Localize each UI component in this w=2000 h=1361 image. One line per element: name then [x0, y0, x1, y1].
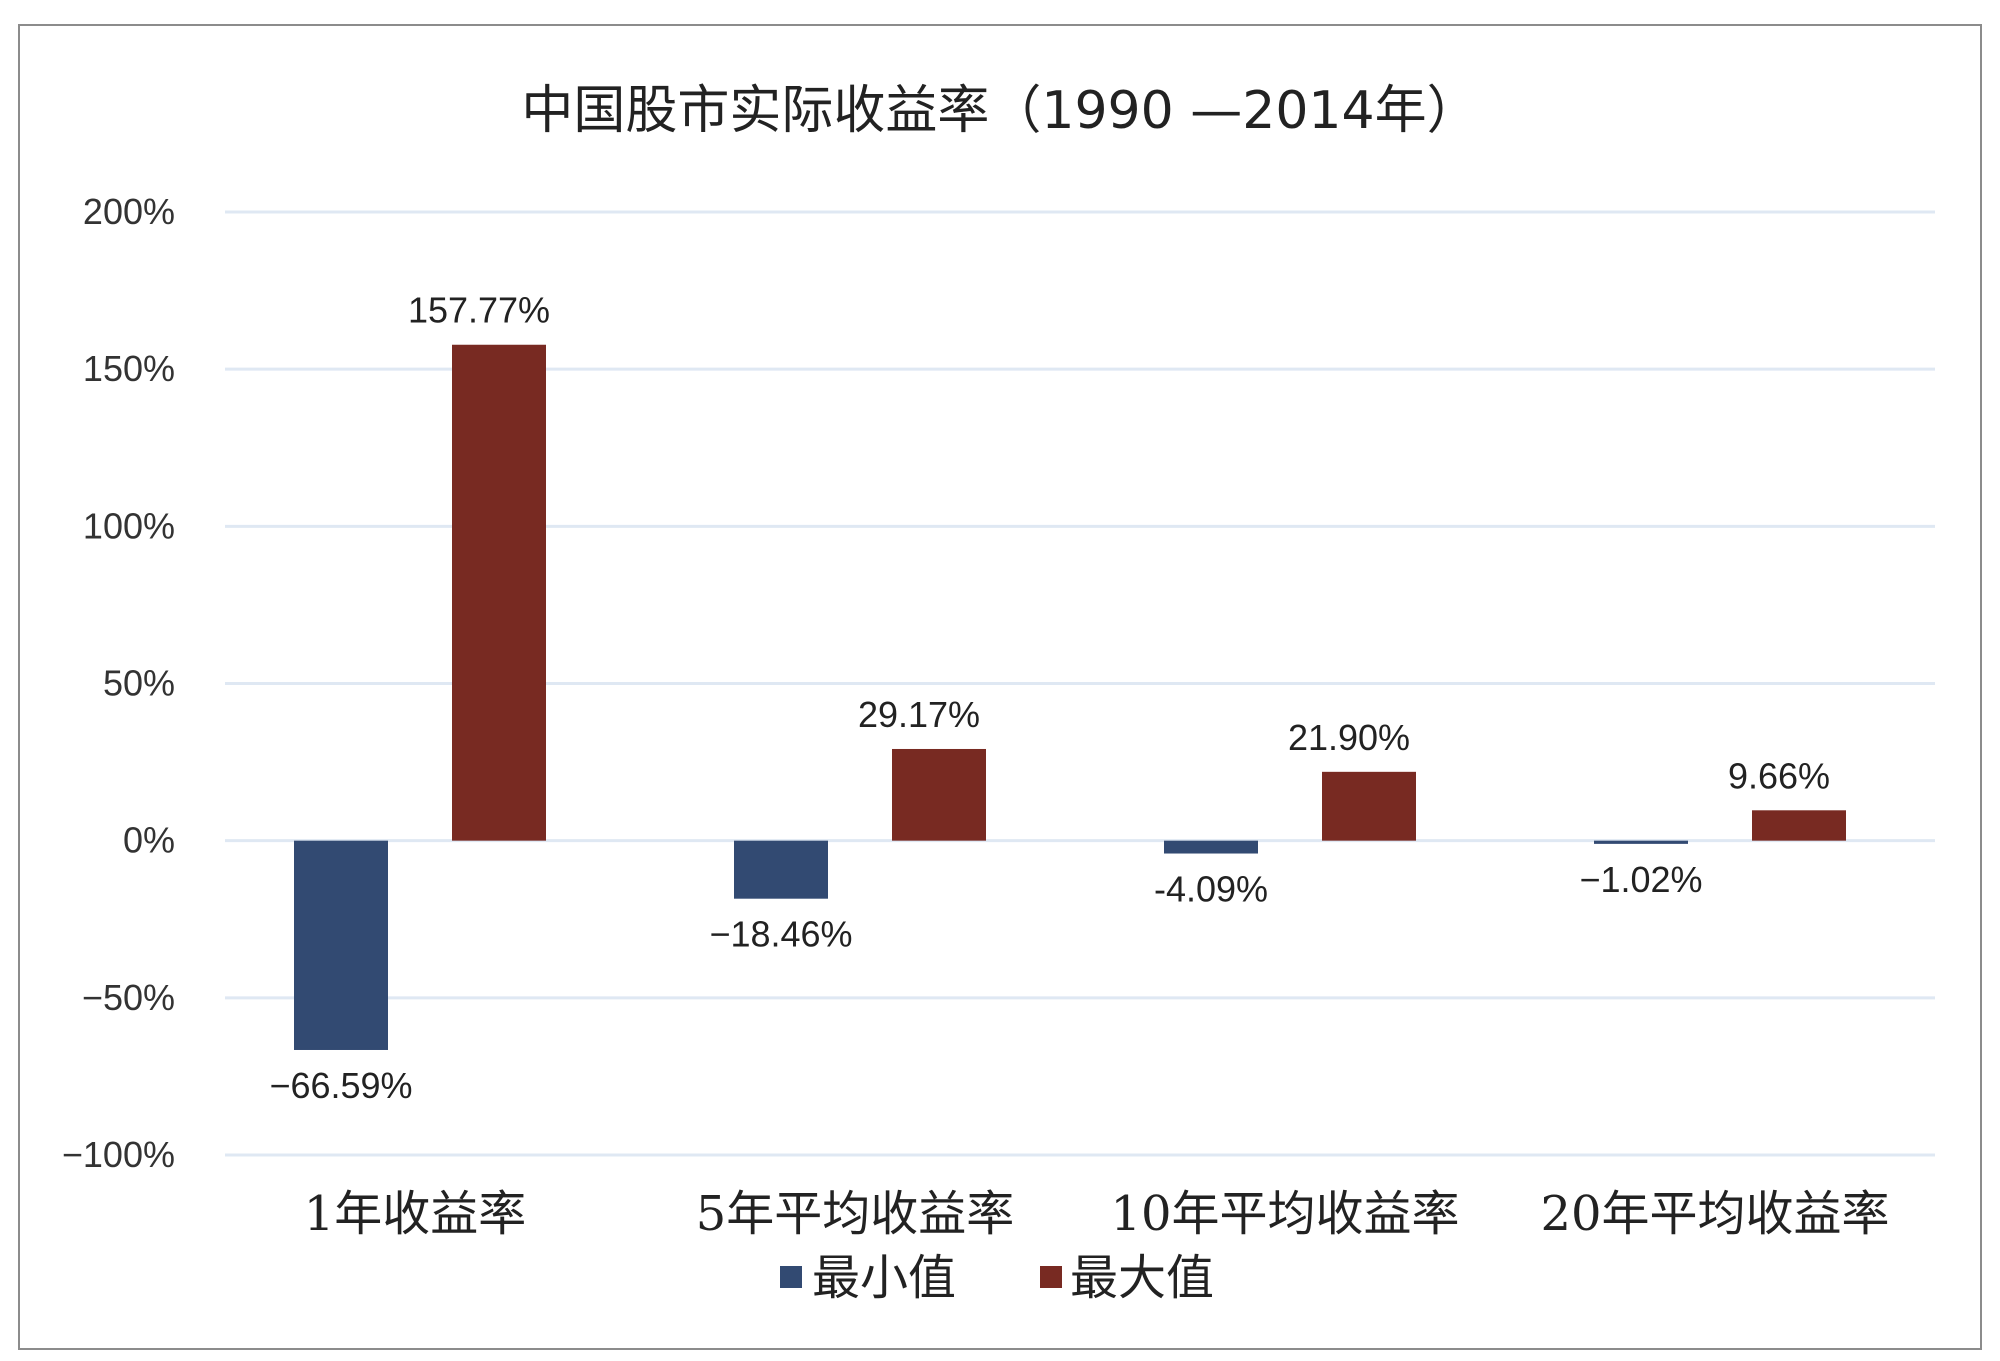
y-tick-label: 100% — [83, 505, 175, 546]
category-label: 10年平均收益率 — [1110, 1186, 1459, 1242]
label-min-1: −66.59% — [269, 1065, 412, 1106]
bar-max-1 — [452, 344, 546, 841]
bar-max-2 — [892, 748, 986, 841]
bar-min-3 — [1164, 840, 1258, 854]
y-tick-label: 150% — [83, 348, 175, 389]
y-tick-label: −50% — [82, 977, 175, 1018]
data-labels: −66.59% 157.77% −18.46% 29.17% -4.09% 21.90% −… — [269, 290, 1830, 1106]
bar-max-3 — [1322, 771, 1416, 841]
bar-min-1 — [294, 840, 388, 1050]
y-tick-label: 0% — [123, 820, 175, 861]
legend: 最小值 最大值 — [780, 1250, 1214, 1306]
legend-swatch — [1040, 1266, 1062, 1288]
legend-label: 最小值 — [812, 1250, 956, 1306]
category-labels: 1年收益率 5年平均收益率 10年平均收益率 20年平均收益率 — [304, 1186, 1890, 1242]
label-max-3: 21.90% — [1288, 717, 1410, 758]
label-min-2: −18.46% — [709, 914, 852, 955]
chart-frame — [18, 24, 1982, 1350]
bars — [294, 344, 1846, 1050]
label-max-2: 29.17% — [858, 694, 980, 735]
y-tick-label: 200% — [83, 191, 175, 232]
category-label: 1年收益率 — [304, 1186, 527, 1242]
y-tick-label: −100% — [62, 1134, 175, 1175]
legend-label: 最大值 — [1070, 1250, 1214, 1306]
bar-max-4 — [1752, 810, 1846, 841]
label-min-3: -4.09% — [1154, 869, 1268, 910]
bar-min-2 — [734, 840, 828, 899]
bar-min-4 — [1594, 840, 1688, 844]
chart-title: 中国股市实际收益率（1990 —2014年） — [521, 81, 1478, 141]
label-max-4: 9.66% — [1728, 755, 1830, 796]
label-min-4: −1.02% — [1579, 859, 1702, 900]
label-max-1: 157.77% — [408, 290, 550, 331]
legend-swatch — [780, 1266, 802, 1288]
category-label: 20年平均收益率 — [1540, 1186, 1889, 1242]
y-axis-ticks: 200% 150% 100% 50% 0% −50% −100% — [62, 191, 175, 1175]
category-label: 5年平均收益率 — [696, 1186, 1015, 1242]
y-tick-label: 50% — [103, 663, 175, 704]
